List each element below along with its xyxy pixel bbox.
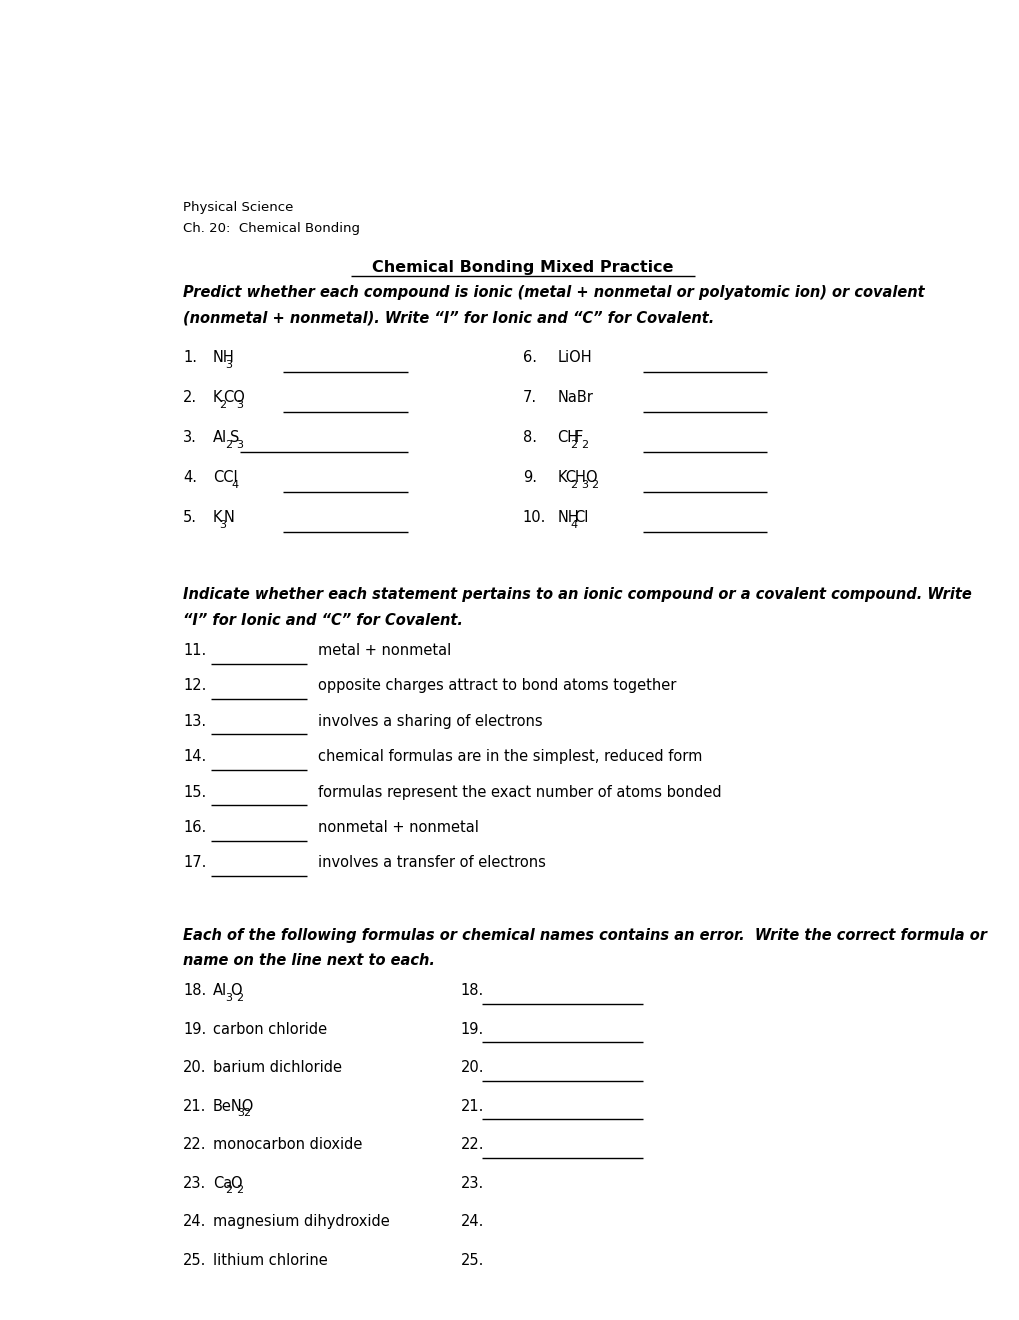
Text: 10.: 10.	[523, 511, 545, 525]
Text: Physical Science: Physical Science	[183, 201, 293, 214]
Text: Ch. 20:  Chemical Bonding: Ch. 20: Chemical Bonding	[183, 222, 360, 235]
Text: 12.: 12.	[183, 678, 207, 693]
Text: opposite charges attract to bond atoms together: opposite charges attract to bond atoms t…	[318, 678, 676, 693]
Text: K: K	[213, 511, 222, 525]
Text: BeNO: BeNO	[213, 1098, 254, 1114]
Text: CH: CH	[557, 430, 578, 445]
Text: 2: 2	[225, 440, 232, 450]
Text: CO: CO	[223, 391, 246, 405]
Text: 13.: 13.	[183, 714, 206, 729]
Text: involves a transfer of electrons: involves a transfer of electrons	[318, 855, 545, 870]
Text: lithium chlorine: lithium chlorine	[213, 1253, 327, 1267]
Text: Ca: Ca	[213, 1176, 231, 1191]
Text: 2: 2	[591, 480, 598, 490]
Text: 2: 2	[570, 440, 577, 450]
Text: nonmetal + nonmetal: nonmetal + nonmetal	[318, 820, 479, 836]
Text: 3: 3	[235, 400, 243, 409]
Text: metal + nonmetal: metal + nonmetal	[318, 643, 451, 657]
Text: 14.: 14.	[183, 750, 206, 764]
Text: 11.: 11.	[183, 643, 206, 657]
Text: 2: 2	[570, 480, 577, 490]
Text: magnesium dihydroxide: magnesium dihydroxide	[213, 1214, 389, 1229]
Text: 3: 3	[225, 360, 232, 370]
Text: 23.: 23.	[461, 1176, 484, 1191]
Text: 3.: 3.	[183, 430, 197, 445]
Text: CCl: CCl	[213, 470, 237, 486]
Text: 22.: 22.	[183, 1138, 207, 1152]
Text: 18.: 18.	[183, 983, 206, 998]
Text: 7.: 7.	[523, 391, 536, 405]
Text: 9.: 9.	[523, 470, 536, 486]
Text: 22.: 22.	[461, 1138, 484, 1152]
Text: 25.: 25.	[183, 1253, 207, 1267]
Text: 2.: 2.	[183, 391, 198, 405]
Text: 3: 3	[219, 520, 226, 529]
Text: K: K	[213, 391, 222, 405]
Text: 20.: 20.	[183, 1060, 207, 1076]
Text: 24.: 24.	[461, 1214, 484, 1229]
Text: NaBr: NaBr	[557, 391, 593, 405]
Text: LiOH: LiOH	[557, 350, 592, 366]
Text: 25.: 25.	[461, 1253, 484, 1267]
Text: O: O	[229, 1176, 242, 1191]
Text: H: H	[574, 470, 585, 486]
Text: 19.: 19.	[461, 1022, 484, 1036]
Text: 19.: 19.	[183, 1022, 206, 1036]
Text: involves a sharing of electrons: involves a sharing of electrons	[318, 714, 542, 729]
Text: 24.: 24.	[183, 1214, 207, 1229]
Text: 8.: 8.	[523, 430, 536, 445]
Text: 3: 3	[225, 993, 232, 1003]
Text: 2: 2	[235, 1185, 243, 1195]
Text: Indicate whether each statement pertains to an ionic compound or a covalent comp: Indicate whether each statement pertains…	[183, 587, 971, 602]
Text: 20.: 20.	[461, 1060, 484, 1076]
Text: O: O	[229, 983, 242, 998]
Text: formulas represent the exact number of atoms bonded: formulas represent the exact number of a…	[318, 784, 721, 800]
Text: 3: 3	[580, 480, 587, 490]
Text: carbon chloride: carbon chloride	[213, 1022, 326, 1036]
Text: 23.: 23.	[183, 1176, 206, 1191]
Text: 6.: 6.	[523, 350, 536, 366]
Text: 2: 2	[235, 993, 243, 1003]
Text: 16.: 16.	[183, 820, 206, 836]
Text: NH: NH	[557, 511, 579, 525]
Text: 1.: 1.	[183, 350, 197, 366]
Text: N: N	[223, 511, 234, 525]
Text: 4.: 4.	[183, 470, 197, 486]
Text: 5.: 5.	[183, 511, 197, 525]
Text: 2: 2	[225, 1185, 232, 1195]
Text: S: S	[229, 430, 238, 445]
Text: Al: Al	[213, 430, 226, 445]
Text: F: F	[574, 430, 582, 445]
Text: “I” for Ionic and “C” for Covalent.: “I” for Ionic and “C” for Covalent.	[183, 612, 463, 628]
Text: Predict whether each compound is ionic (metal + nonmetal or polyatomic ion) or c: Predict whether each compound is ionic (…	[183, 285, 924, 300]
Text: 17.: 17.	[183, 855, 207, 870]
Text: 4: 4	[231, 480, 238, 490]
Text: 15.: 15.	[183, 784, 206, 800]
Text: 2: 2	[580, 440, 587, 450]
Text: 21.: 21.	[183, 1098, 207, 1114]
Text: 3: 3	[235, 440, 243, 450]
Text: 2: 2	[219, 400, 226, 409]
Text: 21.: 21.	[461, 1098, 484, 1114]
Text: Chemical Bonding Mixed Practice: Chemical Bonding Mixed Practice	[372, 260, 673, 275]
Text: barium dichloride: barium dichloride	[213, 1060, 341, 1076]
Text: 32: 32	[237, 1109, 252, 1118]
Text: name on the line next to each.: name on the line next to each.	[183, 953, 435, 968]
Text: monocarbon dioxide: monocarbon dioxide	[213, 1138, 362, 1152]
Text: NH: NH	[213, 350, 234, 366]
Text: 4: 4	[570, 520, 577, 529]
Text: 18.: 18.	[461, 983, 484, 998]
Text: chemical formulas are in the simplest, reduced form: chemical formulas are in the simplest, r…	[318, 750, 702, 764]
Text: Al: Al	[213, 983, 226, 998]
Text: (nonmetal + nonmetal). Write “I” for Ionic and “C” for Covalent.: (nonmetal + nonmetal). Write “I” for Ion…	[183, 310, 714, 325]
Text: O: O	[585, 470, 596, 486]
Text: Cl: Cl	[574, 511, 588, 525]
Text: Each of the following formulas or chemical names contains an error.  Write the c: Each of the following formulas or chemic…	[183, 928, 986, 942]
Text: KC: KC	[557, 470, 576, 486]
